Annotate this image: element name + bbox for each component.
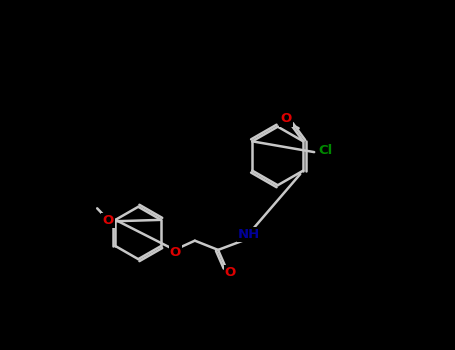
- Text: NH: NH: [238, 228, 260, 241]
- Text: O: O: [225, 266, 236, 280]
- Text: Cl: Cl: [318, 144, 332, 157]
- Text: O: O: [170, 246, 181, 259]
- Text: O: O: [102, 214, 114, 227]
- Text: O: O: [281, 112, 292, 126]
